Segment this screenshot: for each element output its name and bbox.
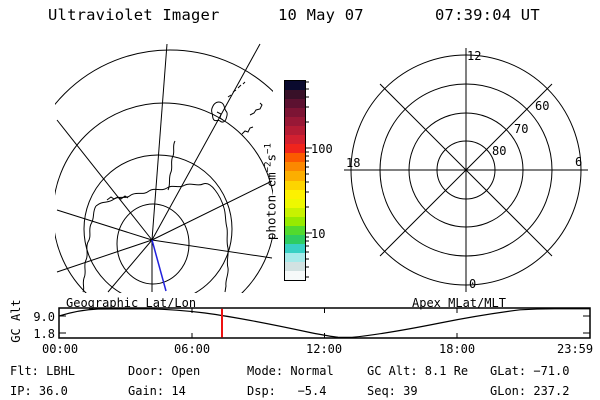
geo-map <box>55 42 273 293</box>
ytick-1-8: 1.8 <box>33 327 55 341</box>
polar-label-80: 80 <box>492 144 507 158</box>
status-flt: Flt: LBHL <box>10 364 76 378</box>
app-title: Ultraviolet Imager <box>48 6 220 24</box>
altitude-curve <box>58 308 590 339</box>
status-door: Door: Open <box>128 364 201 378</box>
polar-label-12: 12 <box>467 49 482 63</box>
polar-caption: Apex MLat/MLT <box>412 296 506 310</box>
map-coastlines <box>82 81 263 293</box>
xtick-2359: 23:59 <box>557 342 594 356</box>
polar-plot <box>344 48 588 292</box>
polar-label-18: 18 <box>346 156 361 170</box>
colorbar-ticks <box>306 81 312 278</box>
polar-label-60: 60 <box>535 99 550 113</box>
timeline-plot <box>58 307 591 339</box>
status-seq: Seq: 39 <box>367 384 418 398</box>
timeline-ylabel: GC Alt <box>9 299 23 343</box>
xtick-1800: 18:00 <box>439 342 476 356</box>
xtick-0000: 00:00 <box>42 342 79 356</box>
polar-label-70: 70 <box>514 122 529 136</box>
status-gain: Gain: 14 <box>128 384 186 398</box>
colorbar-tick-label-10: 10 <box>311 227 326 241</box>
ytick-9: 9.0 <box>33 310 55 324</box>
status-glat: GLat: −71.0 <box>490 364 570 378</box>
xtick-0600: 06:00 <box>174 342 211 356</box>
status-gcalt: GC Alt: 8.1 Re <box>367 364 469 378</box>
xtick-1200: 12:00 <box>306 342 343 356</box>
time-text: 07:39:04 UT <box>435 6 540 24</box>
status-dsp: Dsp: −5.4 <box>247 384 327 398</box>
status-glon: GLon: 237.2 <box>490 384 570 398</box>
polar-label-6: 6 <box>575 155 583 169</box>
map-highlight-meridian <box>151 239 167 292</box>
status-mode: Mode: Normal <box>247 364 334 378</box>
map-latitude-grid <box>55 42 273 293</box>
colorbar-unit-label: photon cm−2s−1 <box>263 143 279 241</box>
date-text: 10 May 07 <box>278 6 364 24</box>
status-ip: IP: 36.0 <box>10 384 68 398</box>
polar-label-0: 0 <box>469 277 477 291</box>
map-caption: Geographic Lat/Lon <box>66 296 197 310</box>
colorbar-gradient <box>284 80 306 281</box>
map-meridian-grid <box>56 43 273 293</box>
colorbar-tick-label-100: 100 <box>311 142 333 156</box>
